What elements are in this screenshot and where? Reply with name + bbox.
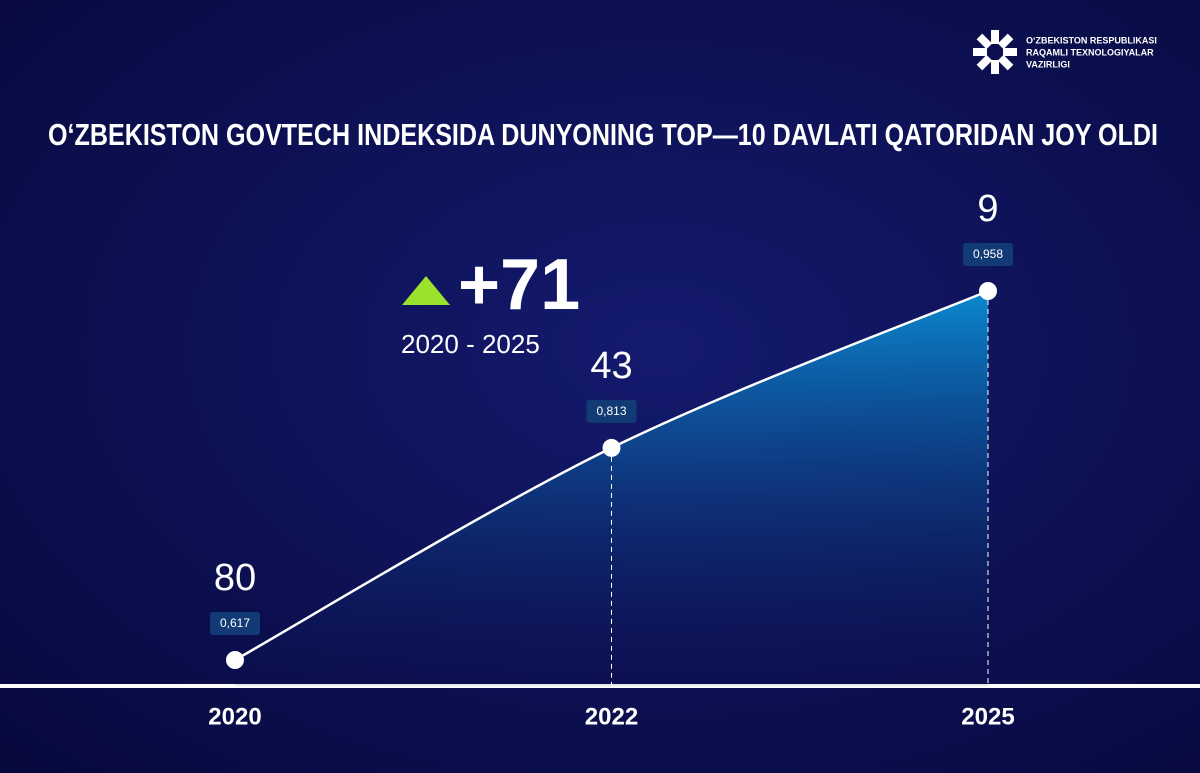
value-label-box [963, 243, 1013, 266]
up-arrow [402, 276, 450, 305]
logo-text: O‘ZBEKISTON RESPUBLIKASI [1026, 35, 1157, 45]
logo-text: RAQAMLI TEXNOLOGIYALAR [1026, 47, 1154, 57]
value-label: 0,813 [596, 404, 626, 418]
value-label-box [210, 612, 260, 635]
value-label-box [586, 399, 637, 423]
x-tick-label: 2022 [585, 703, 638, 730]
x-tick-label: 2025 [961, 703, 1014, 730]
value-label: 0,617 [220, 616, 250, 630]
rank-label: 9 [977, 188, 998, 230]
point [979, 282, 997, 300]
logo [973, 30, 1017, 74]
point [602, 438, 621, 457]
x-tick-label: 2020 [208, 703, 261, 730]
change-value: +71 [458, 245, 580, 325]
change-period: 2020 - 2025 [401, 329, 540, 359]
logo-text: VAZIRLIGI [1026, 59, 1070, 69]
rank-label: 80 [214, 557, 256, 599]
chart-title: O‘ZBEKISTON GOVTECH INDEKSIDA DUNYONING … [48, 117, 1158, 152]
point [226, 651, 244, 669]
value-label: 0,958 [973, 247, 1003, 261]
rank-label: 43 [590, 345, 632, 387]
